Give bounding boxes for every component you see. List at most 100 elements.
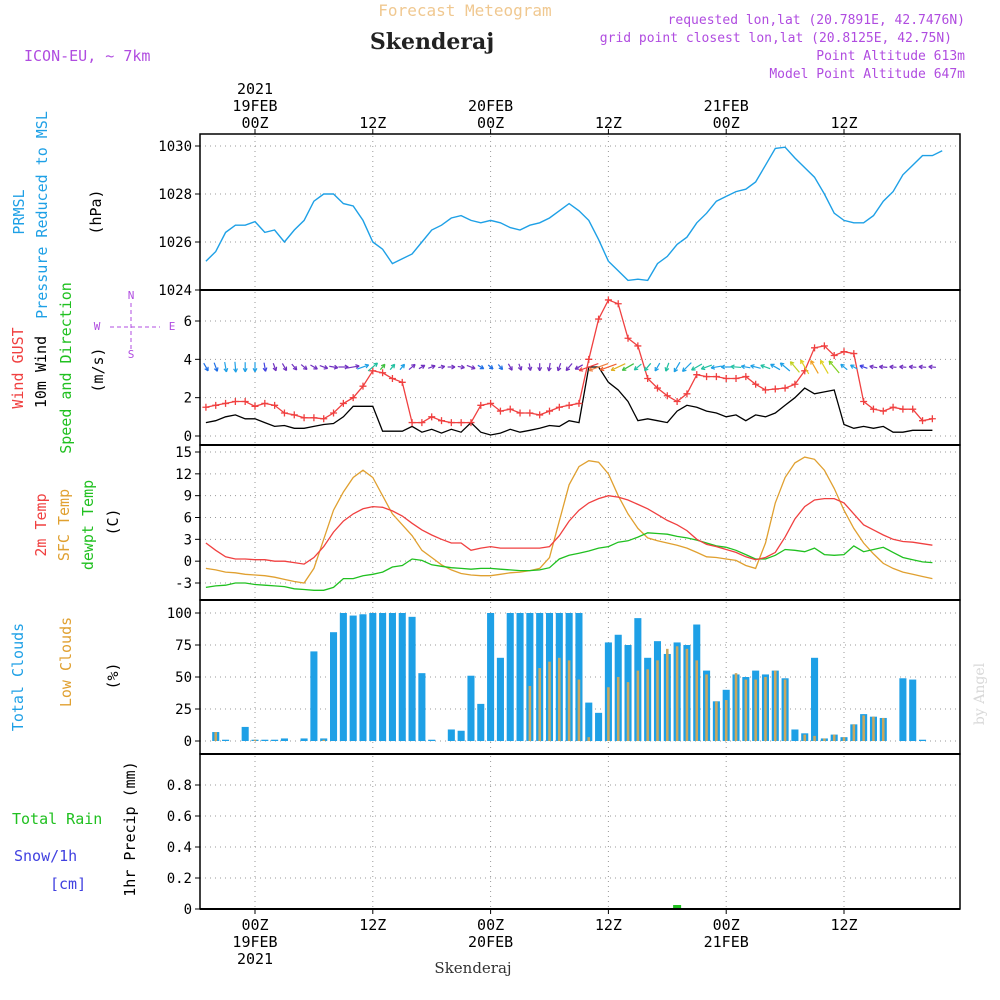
- low-cloud-bar: [705, 674, 708, 741]
- wind-arrow: [252, 362, 258, 373]
- wind-arrow: [599, 363, 617, 372]
- ytick-label: 6: [184, 314, 192, 330]
- gust-marker: [673, 398, 681, 405]
- wind-unit-label: (m/s): [89, 347, 107, 392]
- xtick-top-label: 12Z: [359, 114, 386, 132]
- pressure-desc-label: Pressure Reduced to MSL: [33, 111, 51, 319]
- wind-arrow: [819, 359, 829, 374]
- low-cloud-bar: [322, 739, 325, 741]
- low-cloud-bar: [587, 737, 591, 741]
- xtick-bottom-label: 12Z: [830, 916, 857, 934]
- total-cloud-bar: [487, 613, 495, 741]
- gust-marker: [663, 392, 671, 400]
- compass-n: N: [128, 289, 135, 302]
- low-cloud-bar: [548, 661, 551, 741]
- gust-marker: [212, 401, 220, 409]
- wind-arrow: [691, 363, 703, 371]
- wind-arrow: [578, 362, 599, 372]
- ytick-label: 0: [184, 554, 192, 570]
- total-cloud-bar: [811, 657, 819, 741]
- total-cloud-bar: [261, 739, 269, 741]
- total-cloud-bar: [339, 613, 347, 741]
- gust-marker: [447, 419, 455, 427]
- xtick-top-label: 19FEB: [232, 97, 277, 115]
- panel-frames: [199, 133, 961, 910]
- gust-marker: [506, 405, 514, 413]
- low-cloud-bar: [881, 717, 885, 741]
- low-cloud-bar: [754, 679, 757, 741]
- wind-arrow: [730, 364, 742, 370]
- low-cloud-bar: [626, 682, 630, 741]
- gust-marker: [280, 409, 288, 417]
- gust-marker: [595, 315, 603, 323]
- gust-marker: [222, 399, 230, 407]
- gust-marker: [644, 375, 652, 382]
- gust-marker: [428, 413, 436, 421]
- sfc-label: SFC Temp: [55, 489, 73, 561]
- wind-arrows: [0, 0, 936, 375]
- ytick-label: 75: [175, 638, 192, 654]
- low-cloud-bar: [803, 734, 807, 741]
- wind-arrow: [710, 364, 722, 370]
- gust-marker: [771, 385, 779, 393]
- total-cloud-bar: [241, 726, 249, 741]
- wind-arrow: [859, 364, 868, 370]
- total-cloud-bar: [909, 679, 917, 741]
- gust-marker: [732, 375, 740, 382]
- low-cloud-bar: [646, 669, 649, 741]
- total-cloud-bar: [428, 739, 436, 741]
- gust-marker: [398, 378, 406, 386]
- wind-arrow: [928, 364, 936, 370]
- low-cloud-bar: [734, 673, 738, 741]
- gust-marker: [791, 380, 799, 388]
- wind-arrow: [720, 364, 732, 370]
- ytick-label: 0: [184, 902, 192, 918]
- wind-dir-label: Speed and Direction: [57, 282, 75, 454]
- ytick-label: 1028: [158, 187, 192, 203]
- total-cloud-bar: [899, 678, 907, 741]
- ytick-label: 6: [184, 511, 192, 527]
- low-cloud-bar: [607, 687, 610, 741]
- gust-marker: [339, 399, 347, 407]
- ytick-label: 1024: [158, 283, 192, 299]
- cloud-labels: Total Clouds Low Clouds (%): [9, 617, 122, 731]
- total-cloud-bar: [300, 738, 308, 741]
- total-cloud-bar: [408, 616, 416, 741]
- wind-arrow: [517, 363, 523, 371]
- xtick-bottom-label: 21FEB: [704, 933, 749, 951]
- low-clouds-label: Low Clouds: [57, 617, 75, 707]
- total-cloud-bar: [359, 614, 367, 741]
- wind-arrow: [574, 364, 584, 370]
- gust-marker: [487, 399, 495, 407]
- xtick-bottom-label: 12Z: [359, 916, 386, 934]
- low-cloud-bar: [715, 701, 718, 741]
- gust-marker: [526, 409, 534, 417]
- wind-arrow: [367, 362, 379, 372]
- low-cloud-bar: [567, 660, 571, 741]
- low-cloud-bar: [764, 677, 767, 741]
- ytick-label: 25: [175, 702, 192, 718]
- pressure-labels: PRMSL Pressure Reduced to MSL (hPa): [10, 111, 105, 319]
- xtick-bottom-label: 00Z: [713, 916, 740, 934]
- low-cloud-bar: [823, 738, 826, 741]
- gust-marker: [457, 419, 465, 427]
- gust-marker: [418, 419, 426, 427]
- total-cloud-bar: [271, 739, 279, 741]
- wind-arrow: [770, 363, 781, 371]
- ytick-label: 3: [184, 532, 192, 548]
- precip-labels: Total Rain Snow/1h [cm] 1hr Precip (mm): [12, 761, 139, 896]
- gust-marker: [330, 409, 338, 417]
- gust-marker: [536, 411, 544, 419]
- ytick-label: 12: [175, 467, 192, 483]
- total-cloud-bar: [447, 729, 455, 741]
- gust-marker: [290, 411, 298, 419]
- total-cloud-bar: [388, 613, 396, 741]
- wind-arrow: [750, 364, 761, 369]
- ytick-label: -3: [175, 576, 192, 592]
- wind-arrow: [399, 363, 406, 371]
- low-cloud-bar: [852, 724, 856, 741]
- ytick-label: 2: [184, 391, 192, 407]
- total-cloud-bar: [329, 632, 338, 741]
- gust-marker: [928, 415, 936, 423]
- wind-arrow: [565, 363, 573, 372]
